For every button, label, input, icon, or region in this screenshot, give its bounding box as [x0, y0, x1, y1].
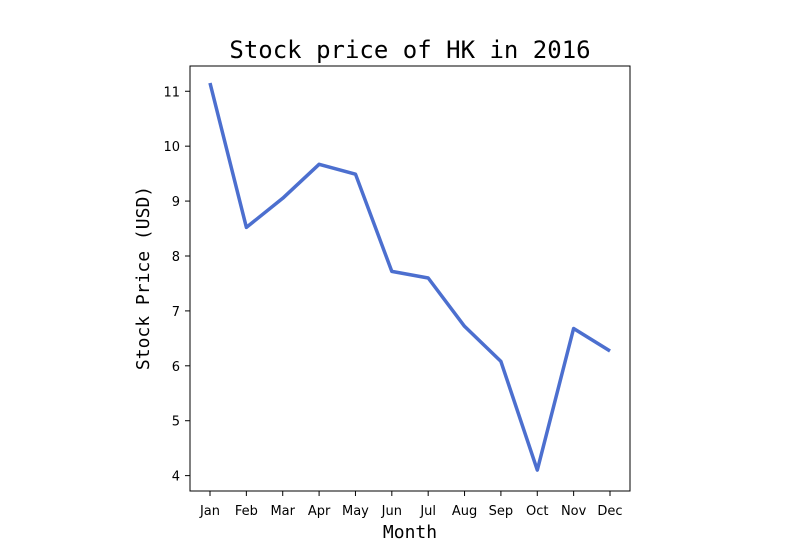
x-tick-label: Oct: [526, 504, 548, 519]
x-tick-label: Sep: [489, 504, 514, 519]
x-tick-label: Jul: [419, 504, 436, 519]
y-tick-label: 7: [172, 305, 180, 320]
x-tick-label: Feb: [235, 504, 258, 519]
x-axis: Jan Feb Mar Apr May Jun Jul Aug Sep Oct Nov Dec: [199, 491, 623, 519]
x-tick-label: Apr: [308, 504, 331, 519]
plot-frame: [189, 65, 631, 492]
x-tick-label: Aug: [452, 504, 477, 519]
y-tick-label: 11: [163, 85, 180, 100]
x-tick-label: Mar: [270, 504, 295, 519]
y-tick-label: 4: [172, 470, 180, 485]
x-tick-label: Nov: [561, 504, 587, 519]
x-axis-label: Month: [383, 522, 437, 543]
y-tick-label: 10: [163, 140, 180, 155]
y-axis-label: Stock Price (USD): [133, 186, 154, 370]
chart-title: Stock price of HK in 2016: [229, 36, 590, 64]
x-tick-label: Dec: [597, 504, 622, 519]
plot-area: [189, 65, 631, 492]
series-line: [208, 82, 611, 472]
y-tick-label: 5: [172, 415, 180, 430]
y-tick-label: 6: [172, 360, 180, 375]
x-tick-label: May: [342, 504, 369, 519]
y-tick-label: 8: [172, 250, 180, 265]
x-tick-label: Jun: [381, 504, 402, 519]
x-tick-label: Jan: [199, 504, 220, 519]
y-tick-label: 9: [172, 195, 180, 210]
y-axis: 4 5 6 7 8 9 10 11: [163, 85, 190, 485]
